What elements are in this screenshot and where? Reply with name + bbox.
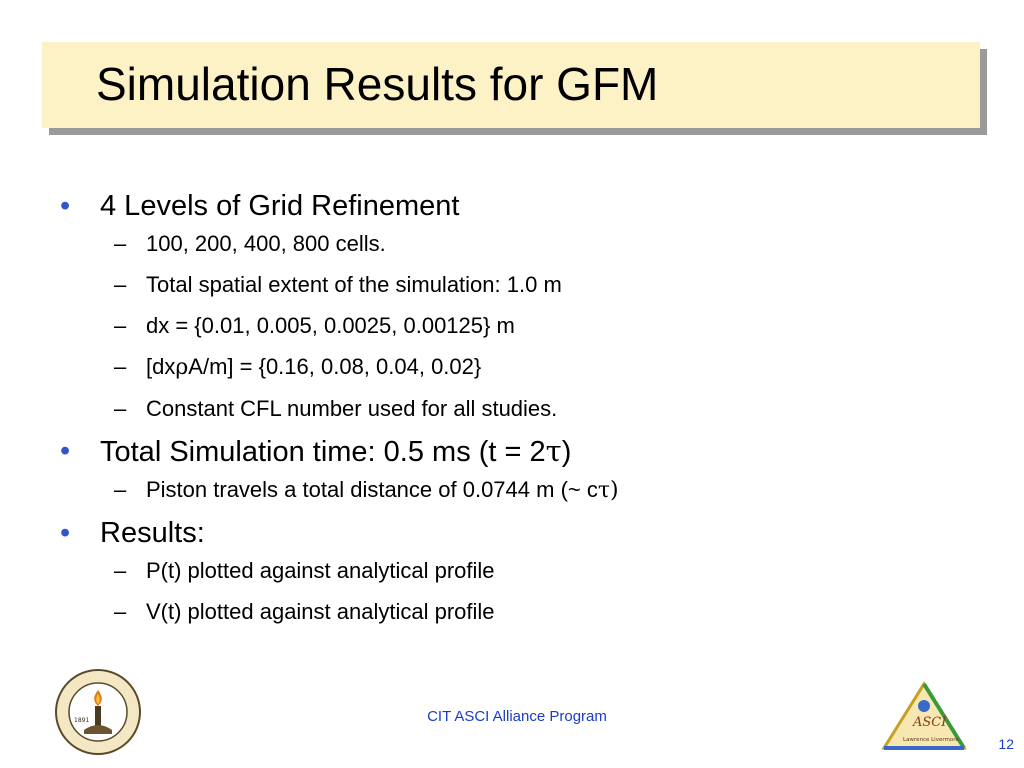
page-number: 12 (998, 736, 1014, 752)
sub-bullet-text-post: ) (610, 478, 619, 503)
sub-bullet-text-pre: Piston travels a total distance of 0.074… (146, 477, 598, 502)
caltech-seal-icon: 1891 (55, 669, 141, 755)
bullet-text: 4 Levels of Grid Refinement (100, 190, 460, 222)
sub-bullet-text-post: A/m] = {0.16, 0.08, 0.04, 0.02} (188, 354, 482, 379)
bullet-item: • 4 Levels of Grid Refinement (60, 188, 990, 224)
sub-bullet-item: – Constant CFL number used for all studi… (60, 395, 990, 423)
bullet-item: • Total Simulation time: 0.5 ms (t = 2τ) (60, 433, 990, 470)
asci-logo-icon: ASCI Lawrence Livermore (881, 681, 967, 750)
dash-icon: – (114, 313, 127, 338)
sub-bullet-text-pre: [dx (146, 354, 176, 379)
sub-bullet-text: 100, 200, 400, 800 cells. (146, 231, 386, 256)
sub-bullet-item: – 100, 200, 400, 800 cells. (60, 230, 990, 258)
asci-logo-subtext: Lawrence Livermore (903, 737, 959, 743)
sub-bullet-item: – P(t) plotted against analytical profil… (60, 557, 990, 585)
bullet-item: • Results: (60, 515, 990, 551)
greek-tau: τ (545, 434, 562, 468)
bullet-icon: • (60, 435, 71, 467)
sub-bullet-item: – Piston travels a total distance of 0.0… (60, 476, 990, 505)
sub-bullet-text: V(t) plotted against analytical profile (146, 599, 495, 624)
sub-bullet-item: – Total spatial extent of the simulation… (60, 271, 990, 299)
sub-bullet-item: – dx = {0.01, 0.005, 0.0025, 0.00125} m (60, 312, 990, 340)
dash-icon: – (114, 354, 127, 379)
dash-icon: – (114, 558, 127, 583)
bullet-icon: • (60, 190, 71, 222)
dash-icon: – (114, 272, 127, 297)
greek-rho: ρ (175, 355, 189, 380)
dash-icon: – (114, 599, 127, 624)
sub-bullet-text: Constant CFL number used for all studies… (146, 396, 558, 421)
seal-year: 1891 (74, 717, 89, 724)
sub-bullet-text: dx = {0.01, 0.005, 0.0025, 0.00125} m (146, 313, 515, 338)
sub-bullet-item: – V(t) plotted against analytical profil… (60, 598, 990, 626)
asci-logo-text: ASCI (912, 715, 947, 730)
greek-tau: τ (597, 478, 611, 503)
slide-title: Simulation Results for GFM (96, 58, 659, 110)
dash-icon: – (114, 477, 127, 502)
bullet-text-post: ) (561, 436, 572, 468)
title-banner: Simulation Results for GFM (42, 42, 980, 128)
dash-icon: – (114, 396, 127, 421)
sub-bullet-text: Total spatial extent of the simulation: … (146, 272, 562, 297)
footer-program-name: CIT ASCI Alliance Program (427, 708, 607, 725)
bullet-list: • 4 Levels of Grid Refinement – 100, 200… (60, 188, 990, 639)
sub-bullet-text: P(t) plotted against analytical profile (146, 558, 495, 583)
dash-icon: – (114, 231, 127, 256)
bullet-text: Results: (100, 517, 205, 549)
sub-bullet-item: – [dxρA/m] = {0.16, 0.08, 0.04, 0.02} (60, 353, 990, 382)
bullet-text-pre: Total Simulation time: 0.5 ms (t = 2 (100, 436, 546, 468)
bullet-icon: • (60, 517, 71, 549)
